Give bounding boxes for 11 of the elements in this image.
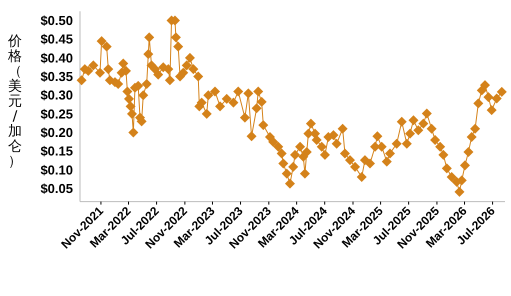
y-tick-label: $0.35 (40, 69, 73, 84)
y-tick-label: $0.15 (40, 144, 73, 159)
y-tick-label: $0.50 (40, 13, 73, 28)
y-tick-label: $0.25 (40, 106, 73, 122)
y-tick-label: $0.30 (40, 88, 73, 103)
y-tick-label: $0.10 (40, 162, 73, 178)
y-tick-label: $0.05 (40, 181, 73, 196)
y-tick-label: $0.20 (40, 125, 73, 140)
y-tick-label: $0.45 (40, 32, 73, 47)
y-tick-label: $0.40 (40, 50, 73, 66)
text: 价格（美元/加仑） (8, 33, 22, 170)
